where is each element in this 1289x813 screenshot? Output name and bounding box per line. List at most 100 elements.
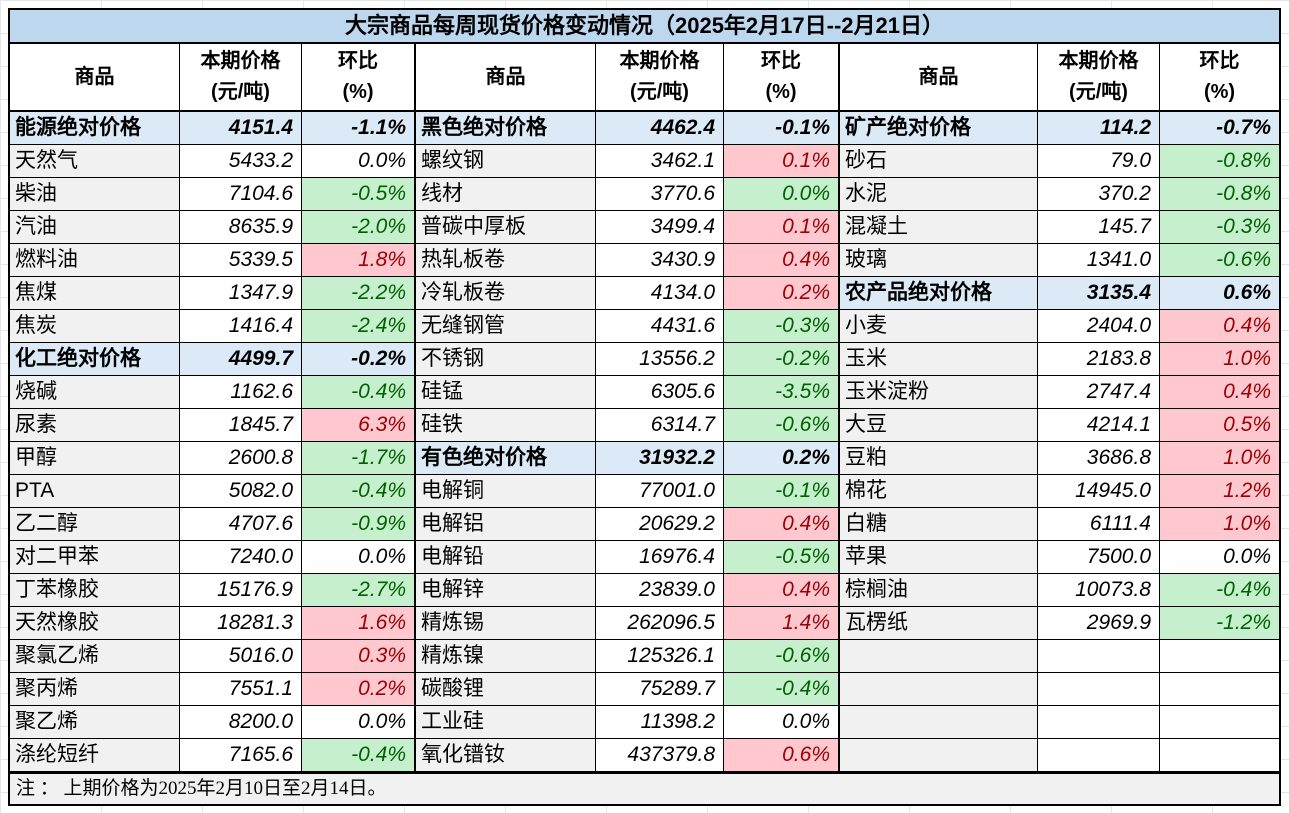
change-pct-cell[interactable]: 0.4%	[724, 574, 840, 607]
commodity-name-cell[interactable]: 混凝土	[840, 211, 1038, 244]
price-cell[interactable]: 3686.8	[1038, 442, 1160, 475]
change-pct-cell[interactable]	[1160, 640, 1279, 673]
price-cell[interactable]: 125326.1	[596, 640, 724, 673]
commodity-name-cell[interactable]: 天然气	[10, 145, 180, 178]
price-cell[interactable]: 2600.8	[180, 442, 302, 475]
commodity-name-cell[interactable]: 精炼镍	[416, 640, 596, 673]
change-pct-cell[interactable]: 1.0%	[1160, 343, 1279, 376]
price-cell[interactable]: 7104.6	[180, 178, 302, 211]
commodity-name-cell[interactable]: 涤纶短纤	[10, 739, 180, 772]
change-pct-cell[interactable]: 0.3%	[302, 640, 416, 673]
price-cell[interactable]: 5433.2	[180, 145, 302, 178]
price-cell[interactable]: 79.0	[1038, 145, 1160, 178]
price-cell[interactable]: 6305.6	[596, 376, 724, 409]
change-pct-cell[interactable]: 0.1%	[724, 211, 840, 244]
price-cell[interactable]: 4462.4	[596, 112, 724, 145]
commodity-name-cell[interactable]: 丁苯橡胶	[10, 574, 180, 607]
change-pct-cell[interactable]: 1.2%	[1160, 475, 1279, 508]
change-pct-cell[interactable]: -0.4%	[302, 376, 416, 409]
change-pct-cell[interactable]: 1.8%	[302, 244, 416, 277]
price-cell[interactable]: 16976.4	[596, 541, 724, 574]
commodity-name-cell[interactable]: 热轧板卷	[416, 244, 596, 277]
change-pct-cell[interactable]: 6.3%	[302, 409, 416, 442]
commodity-name-cell[interactable]: 聚氯乙烯	[10, 640, 180, 673]
price-cell[interactable]: 3430.9	[596, 244, 724, 277]
commodity-column-header[interactable]: 商品	[10, 44, 180, 112]
change-pct-cell[interactable]: -0.5%	[724, 541, 840, 574]
section-name-cell[interactable]: 化工绝对价格	[10, 343, 180, 376]
change-pct-cell[interactable]: 0.1%	[724, 145, 840, 178]
change-pct-cell[interactable]: 0.2%	[724, 442, 840, 475]
commodity-name-cell[interactable]: 精炼锡	[416, 607, 596, 640]
price-cell[interactable]: 2969.9	[1038, 607, 1160, 640]
change-pct-cell[interactable]: -0.6%	[1160, 244, 1279, 277]
change-pct-cell[interactable]: 1.4%	[724, 607, 840, 640]
commodity-name-cell[interactable]: 氧化镨钕	[416, 739, 596, 772]
section-name-cell[interactable]: 有色绝对价格	[416, 442, 596, 475]
change-pct-cell[interactable]: -2.0%	[302, 211, 416, 244]
price-cell[interactable]: 31932.2	[596, 442, 724, 475]
change-pct-cell[interactable]: -0.4%	[302, 739, 416, 772]
price-cell[interactable]: 1845.7	[180, 409, 302, 442]
price-cell[interactable]: 4151.4	[180, 112, 302, 145]
commodity-name-cell[interactable]: 电解锌	[416, 574, 596, 607]
section-name-cell[interactable]: 农产品绝对价格	[840, 277, 1038, 310]
change-pct-cell[interactable]: -0.7%	[1160, 112, 1279, 145]
price-cell[interactable]: 1162.6	[180, 376, 302, 409]
change-pct-cell[interactable]: 0.6%	[724, 739, 840, 772]
price-cell[interactable]: 7165.6	[180, 739, 302, 772]
commodity-name-cell[interactable]: 苹果	[840, 541, 1038, 574]
pct-column-header[interactable]: 环比 (%)	[1160, 44, 1279, 112]
commodity-name-cell[interactable]: 汽油	[10, 211, 180, 244]
commodity-name-cell[interactable]: 玉米淀粉	[840, 376, 1038, 409]
change-pct-cell[interactable]: -0.1%	[724, 475, 840, 508]
change-pct-cell[interactable]: 0.4%	[724, 244, 840, 277]
change-pct-cell[interactable]: 0.2%	[302, 673, 416, 706]
change-pct-cell[interactable]: -0.3%	[724, 310, 840, 343]
change-pct-cell[interactable]: -1.2%	[1160, 607, 1279, 640]
price-cell[interactable]: 77001.0	[596, 475, 724, 508]
price-cell[interactable]	[1038, 673, 1160, 706]
price-cell[interactable]: 2183.8	[1038, 343, 1160, 376]
commodity-name-cell[interactable]: 硅铁	[416, 409, 596, 442]
change-pct-cell[interactable]	[1160, 739, 1279, 772]
change-pct-cell[interactable]: -0.4%	[724, 673, 840, 706]
commodity-name-cell[interactable]: 无缝钢管	[416, 310, 596, 343]
commodity-name-cell[interactable]: 豆粕	[840, 442, 1038, 475]
change-pct-cell[interactable]: 0.0%	[724, 706, 840, 739]
commodity-name-cell[interactable]: 天然橡胶	[10, 607, 180, 640]
price-cell[interactable]: 20629.2	[596, 508, 724, 541]
price-cell[interactable]: 3770.6	[596, 178, 724, 211]
price-column-header[interactable]: 本期价格 (元/吨)	[180, 44, 302, 112]
price-cell[interactable]: 6111.4	[1038, 508, 1160, 541]
change-pct-cell[interactable]: 0.4%	[1160, 310, 1279, 343]
change-pct-cell[interactable]: -3.5%	[724, 376, 840, 409]
commodity-name-cell[interactable]: 小麦	[840, 310, 1038, 343]
commodity-name-cell[interactable]: 乙二醇	[10, 508, 180, 541]
price-cell[interactable]: 10073.8	[1038, 574, 1160, 607]
commodity-name-cell[interactable]: 大豆	[840, 409, 1038, 442]
price-cell[interactable]: 3499.4	[596, 211, 724, 244]
commodity-name-cell[interactable]: 烧碱	[10, 376, 180, 409]
commodity-name-cell[interactable]: 电解铝	[416, 508, 596, 541]
commodity-name-cell[interactable]: 尿素	[10, 409, 180, 442]
price-cell[interactable]: 6314.7	[596, 409, 724, 442]
change-pct-cell[interactable]: 0.0%	[302, 706, 416, 739]
price-cell[interactable]: 1416.4	[180, 310, 302, 343]
commodity-name-cell[interactable]: 电解铜	[416, 475, 596, 508]
change-pct-cell[interactable]: 0.5%	[1160, 409, 1279, 442]
price-cell[interactable]: 8200.0	[180, 706, 302, 739]
commodity-name-cell[interactable]: 碳酸锂	[416, 673, 596, 706]
change-pct-cell[interactable]: 0.4%	[724, 508, 840, 541]
pct-column-header[interactable]: 环比 (%)	[302, 44, 416, 112]
commodity-name-cell[interactable]: 焦炭	[10, 310, 180, 343]
price-cell[interactable]: 4134.0	[596, 277, 724, 310]
commodity-name-cell[interactable]: 棉花	[840, 475, 1038, 508]
change-pct-cell[interactable]: 0.0%	[302, 145, 416, 178]
commodity-name-cell[interactable]: 焦煤	[10, 277, 180, 310]
section-name-cell[interactable]: 能源绝对价格	[10, 112, 180, 145]
change-pct-cell[interactable]: -2.7%	[302, 574, 416, 607]
price-cell[interactable]: 3135.4	[1038, 277, 1160, 310]
change-pct-cell[interactable]	[1160, 706, 1279, 739]
change-pct-cell[interactable]: -0.2%	[724, 343, 840, 376]
